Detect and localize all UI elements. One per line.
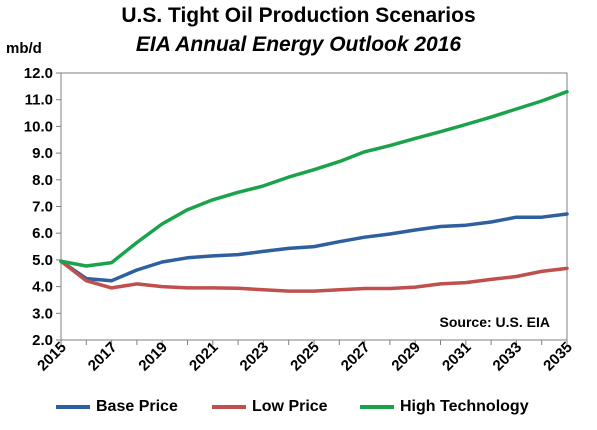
x-tick-label: 2031 — [439, 339, 475, 375]
y-axis-label: mb/d — [6, 40, 42, 57]
y-tick-label: 10.0 — [24, 118, 53, 135]
x-tick-label: 2023 — [237, 339, 273, 375]
line-chart: 2.03.04.05.06.07.08.09.010.011.012.02015… — [24, 65, 576, 375]
x-tick-label: 2019 — [135, 339, 171, 375]
y-tick-label: 5.0 — [32, 252, 53, 269]
chart-title: U.S. Tight Oil Production Scenarios — [121, 4, 476, 27]
legend-swatch-low-price — [212, 405, 246, 409]
y-tick-label: 4.0 — [32, 279, 53, 296]
y-tick-label: 6.0 — [32, 225, 53, 242]
series-line-low-price — [59, 259, 569, 293]
legend-label-base-price: Base Price — [96, 398, 178, 415]
y-tick-label: 12.0 — [24, 65, 53, 82]
series-line-base-price — [59, 212, 569, 283]
y-tick-label: 9.0 — [32, 145, 53, 162]
x-tick-label: 2021 — [186, 339, 222, 375]
legend-item-high-technology: High Technology — [360, 398, 529, 416]
x-tick-label: 2017 — [85, 339, 121, 375]
chart-legend: Base Price Low Price High Technology — [0, 398, 597, 422]
y-tick-label: 2.0 — [32, 332, 53, 349]
chart-subtitle: EIA Annual Energy Outlook 2016 — [135, 33, 462, 56]
x-tick-label: 2035 — [540, 339, 576, 375]
series-line-high-technology — [59, 89, 569, 268]
legend-label-high-technology: High Technology — [400, 398, 529, 415]
y-tick-label: 11.0 — [25, 92, 53, 109]
y-tick-label: 7.0 — [32, 199, 53, 216]
plot-area — [60, 72, 568, 341]
x-tick-label: 2029 — [388, 339, 424, 375]
legend-swatch-high-technology — [360, 405, 394, 409]
legend-item-base-price: Base Price — [56, 398, 178, 416]
legend-item-low-price: Low Price — [212, 398, 328, 416]
y-tick-label: 3.0 — [32, 305, 53, 322]
y-tick-label: 8.0 — [32, 172, 53, 189]
legend-swatch-base-price — [56, 405, 90, 409]
x-tick-label: 2025 — [287, 339, 323, 375]
source-annotation: Source: U.S. EIA — [440, 314, 550, 330]
x-tick-label: 2033 — [490, 339, 526, 375]
legend-label-low-price: Low Price — [252, 398, 328, 415]
x-tick-label: 2027 — [338, 339, 374, 375]
